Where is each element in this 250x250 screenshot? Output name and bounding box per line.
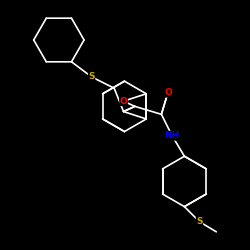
Text: O: O — [120, 97, 128, 106]
Text: NH: NH — [164, 131, 180, 140]
Text: S: S — [196, 217, 203, 226]
Text: S: S — [88, 72, 95, 82]
Text: O: O — [164, 88, 172, 97]
